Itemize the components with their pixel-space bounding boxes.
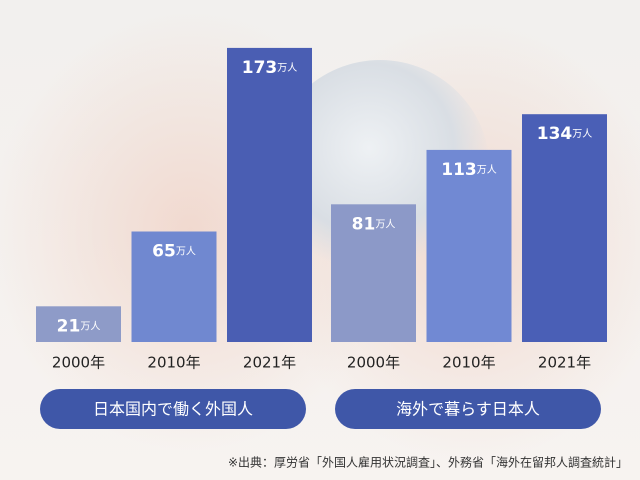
group-label: 日本国内で働く外国人 [93,400,253,419]
x-tick-label: 2000年 [347,354,400,372]
bar [426,149,512,342]
bar [522,114,607,342]
data-label: 134万人 [537,124,593,144]
x-tick-label: 2021年 [243,354,296,372]
bar [36,306,121,342]
data-label: 21万人 [57,316,101,336]
data-label: 113万人 [441,160,497,180]
data-label: 65万人 [152,242,196,262]
source-note: ※出典：厚労省「外国人雇用状況調査」、外務省「海外在留邦人調査統計」 [228,455,628,470]
data-label: 81万人 [352,214,396,234]
x-tick-label: 2000年 [52,354,105,372]
group-label-pill [40,389,306,429]
group-label: 海外で暮らす日本人 [396,400,540,419]
bar [131,231,217,342]
data-label: 173万人 [242,58,298,78]
x-tick-label: 2010年 [442,354,495,372]
x-tick-label: 2010年 [147,354,200,372]
x-tick-label: 2021年 [538,354,591,372]
group-label-pill [335,389,601,429]
bar [227,47,312,343]
bar [331,204,416,342]
